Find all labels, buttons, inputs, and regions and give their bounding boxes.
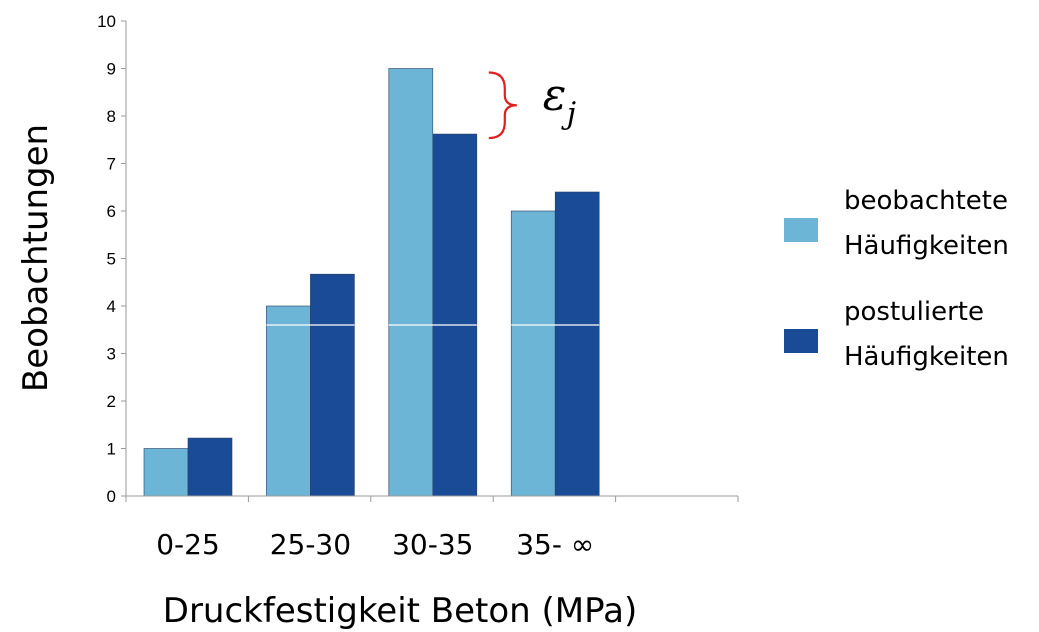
- y-tick-label: 6: [107, 202, 116, 221]
- y-tick-label: 2: [107, 392, 116, 411]
- bar-observed: [510, 210, 556, 497]
- bar-expected: [310, 273, 355, 497]
- legend-label: postulierte: [844, 297, 984, 327]
- bar-expected: [187, 437, 233, 497]
- y-tick-label: 10: [97, 12, 116, 31]
- x-category-label: 0-25: [156, 528, 220, 561]
- legend-swatch: [784, 329, 818, 353]
- y-tick-label: 8: [107, 107, 116, 126]
- bar-observed: [143, 448, 189, 497]
- bar-expected: [432, 133, 478, 497]
- y-tick-label: 3: [107, 345, 116, 364]
- legend-label: Häufigkeiten: [844, 231, 1009, 261]
- y-tick-label: 4: [107, 297, 116, 316]
- y-tick-label: 5: [107, 250, 116, 269]
- y-tick-label: 9: [107, 60, 116, 79]
- x-axis-title: Druckfestigkeit Beton (MPa): [163, 591, 637, 631]
- bar-observed: [266, 305, 311, 497]
- axes: [125, 21, 739, 502]
- y-tick-label: 1: [107, 440, 116, 459]
- legend-label: beobachtete: [844, 186, 1008, 216]
- x-category-label: 25-30: [270, 528, 351, 561]
- legend-swatch: [784, 218, 818, 242]
- legend-label: Häufigkeiten: [844, 342, 1009, 372]
- y-axis-title: Beobachtungen: [16, 124, 56, 392]
- y-axis: 0 1 2 3 4 5 6 7 8 9 10: [97, 12, 126, 506]
- epsilon-symbol: ε: [543, 69, 567, 120]
- bar-observed: [388, 68, 434, 497]
- bar-expected: [554, 191, 600, 497]
- x-category-label: 35- ∞: [516, 528, 594, 561]
- y-tick-label: 7: [107, 155, 116, 174]
- x-axis-labels: 0-25 25-30 30-35 35- ∞: [156, 528, 594, 561]
- x-category-label: 30-35: [392, 528, 473, 561]
- bars: [143, 68, 600, 497]
- brace-icon: [488, 71, 517, 140]
- legend: beobachtete Häufigkeiten postulierte Häufig…: [784, 186, 1009, 372]
- y-tick-label: 0: [107, 487, 116, 506]
